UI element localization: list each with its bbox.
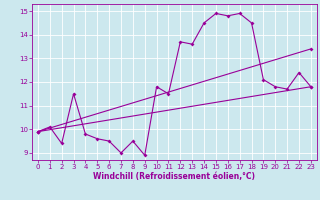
X-axis label: Windchill (Refroidissement éolien,°C): Windchill (Refroidissement éolien,°C) (93, 172, 255, 181)
